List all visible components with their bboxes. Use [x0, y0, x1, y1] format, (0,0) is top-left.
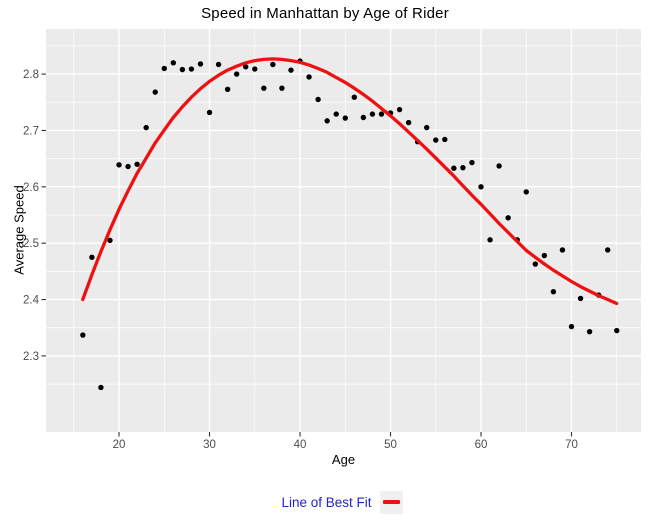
data-point [333, 111, 339, 117]
data-point [134, 161, 140, 167]
data-point [360, 114, 367, 121]
data-point [523, 189, 529, 195]
data-point [541, 252, 548, 259]
data-point [188, 66, 195, 72]
legend-key [379, 490, 403, 514]
data-point [306, 74, 312, 80]
data-point [577, 295, 584, 302]
data-point [532, 261, 539, 267]
x-tick-label: 20 [113, 439, 126, 451]
data-point [89, 254, 95, 260]
data-point [288, 67, 294, 73]
data-point [152, 89, 158, 95]
data-point [279, 85, 285, 91]
data-point [568, 323, 575, 330]
data-point [369, 111, 376, 117]
data-point [342, 115, 348, 121]
y-axis-label: Average Speed [11, 185, 27, 275]
data-point [478, 184, 484, 190]
data-point [80, 332, 86, 338]
data-point [487, 237, 493, 243]
data-point [496, 163, 502, 169]
data-point [433, 137, 439, 143]
data-point [460, 164, 466, 171]
fit-line-swatch [382, 500, 400, 504]
x-tick-label: 50 [384, 439, 397, 451]
y-tick-label: 2.8 [23, 69, 39, 81]
data-point [378, 111, 385, 117]
data-point [161, 65, 167, 72]
data-point [224, 86, 231, 93]
data-point [451, 165, 457, 171]
data-point [107, 237, 113, 244]
data-point [116, 162, 122, 168]
x-tick-label: 60 [475, 439, 488, 451]
y-tick-label: 2.3 [23, 351, 39, 363]
fit-line [81, 57, 619, 306]
data-point [442, 136, 448, 143]
x-axis-label: Age [331, 452, 356, 467]
data-point [469, 159, 475, 166]
data-point [215, 61, 222, 68]
data-point [550, 288, 557, 295]
data-point [170, 60, 177, 66]
y-tick-label: 2.6 [23, 182, 39, 194]
data-point [315, 96, 321, 103]
y-tick-label: 2.4 [23, 295, 40, 307]
x-tick-label: 30 [203, 439, 216, 451]
data-point [261, 85, 267, 91]
data-point [233, 71, 240, 77]
data-point [396, 106, 403, 113]
data-point [424, 124, 430, 131]
chart-title: Speed in Manhattan by Age of Rider [201, 5, 449, 22]
y-tick-label: 2.5 [23, 238, 39, 250]
data-point [324, 118, 330, 124]
data-point [252, 66, 258, 72]
data-point [243, 64, 249, 70]
x-tick-label: 70 [565, 439, 578, 451]
data-point [586, 328, 593, 335]
data-point [98, 384, 104, 391]
data-point [206, 109, 213, 116]
data-point [505, 215, 511, 221]
legend-title: Line of Best Fit [281, 494, 372, 510]
data-point [604, 247, 611, 253]
legend: Line of Best Fit [17, 488, 650, 516]
data-point [197, 61, 204, 67]
plot-panel [46, 29, 641, 432]
data-point [270, 61, 276, 68]
data-point [351, 94, 358, 100]
data-point [405, 119, 412, 126]
data-point [143, 124, 149, 131]
y-tick-label: 2.7 [23, 125, 39, 137]
data-point [179, 66, 186, 73]
data-point [614, 327, 620, 334]
data-point [559, 247, 566, 253]
x-tick-label: 40 [294, 439, 307, 451]
data-point [125, 163, 131, 170]
